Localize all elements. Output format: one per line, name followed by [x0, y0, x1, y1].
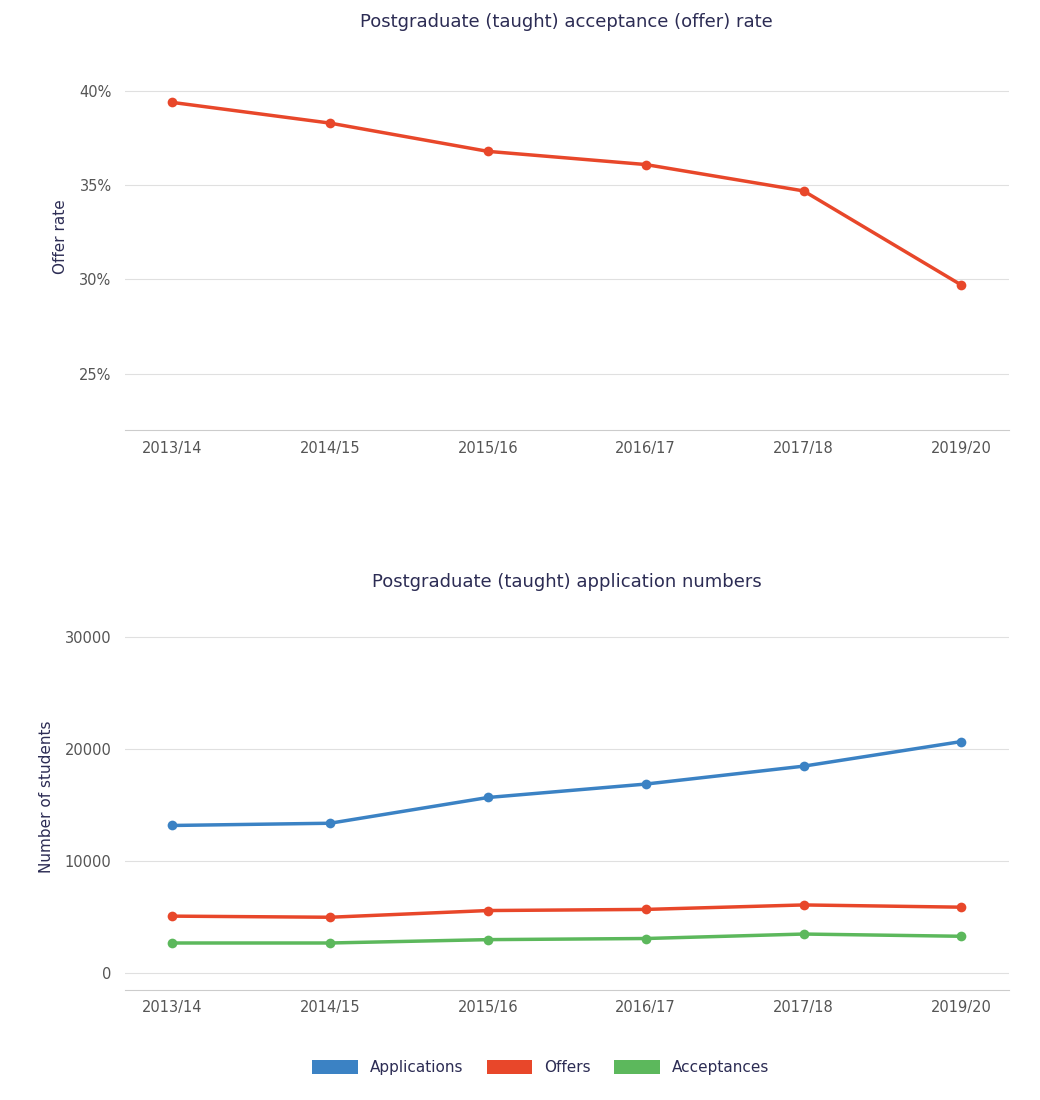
Y-axis label: Offer rate: Offer rate [53, 200, 68, 274]
Title: Postgraduate (taught) acceptance (offer) rate: Postgraduate (taught) acceptance (offer)… [361, 13, 773, 31]
Legend: Applications, Offers, Acceptances: Applications, Offers, Acceptances [306, 1054, 776, 1081]
Y-axis label: Number of students: Number of students [38, 720, 54, 873]
Title: Postgraduate (taught) application numbers: Postgraduate (taught) application number… [372, 573, 761, 591]
